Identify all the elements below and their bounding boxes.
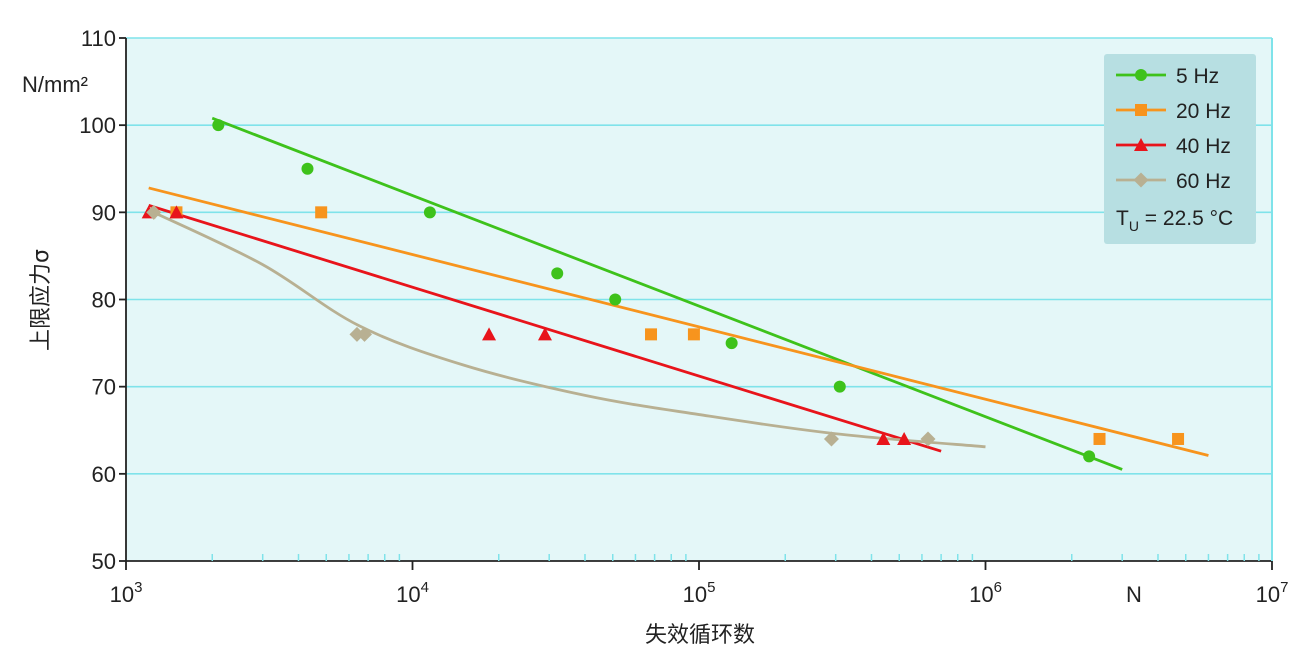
y-tick-label-110: 110 <box>81 26 116 51</box>
data-point-s0-p1 <box>301 162 314 175</box>
data-point-s0-p5 <box>725 337 738 350</box>
legend-box <box>1104 54 1256 244</box>
data-point-s0-p2 <box>423 206 436 219</box>
data-point-s0-p0 <box>212 119 225 132</box>
legend-marker-0 <box>1135 69 1147 81</box>
data-point-s2-p2 <box>482 327 497 341</box>
x-axis-unit: N <box>1126 582 1142 607</box>
data-point-s0-p4 <box>609 293 622 306</box>
legend-label-3: 60 Hz <box>1176 170 1231 193</box>
data-point-s1-p2 <box>645 328 658 341</box>
temperature-annotation: TU = 22.5 °C <box>1116 207 1233 234</box>
axes <box>119 37 1273 570</box>
legend-label-1: 20 Hz <box>1176 100 1231 123</box>
data-point-s2-p3 <box>537 327 552 341</box>
data-points <box>141 119 1185 463</box>
data-point-s3-p2 <box>357 326 373 342</box>
data-point-s3-p3 <box>823 431 839 447</box>
data-point-s2-p1 <box>169 205 184 219</box>
legend-marker-3 <box>1133 172 1149 188</box>
y-axis-title: 上限应力σ <box>29 249 54 351</box>
data-point-s0-p3 <box>551 267 564 280</box>
data-point-s0-p7 <box>1083 450 1096 463</box>
y-tick-label-100: 100 <box>79 113 116 138</box>
data-point-s3-p0 <box>146 204 162 220</box>
x-tick-label-3: 106 <box>969 579 1002 607</box>
y-tick-label-70: 70 <box>92 375 116 400</box>
legend-marker-2 <box>1134 138 1148 151</box>
data-point-s3-p4 <box>920 431 936 447</box>
fit-line-series-1 <box>148 186 1209 457</box>
data-point-s1-p5 <box>1172 432 1185 445</box>
data-point-s2-p5 <box>897 431 912 445</box>
legend-label-0: 5 Hz <box>1176 65 1219 88</box>
x-tick-label-2: 105 <box>683 579 716 607</box>
data-point-s1-p3 <box>687 328 700 341</box>
legend-label-2: 40 Hz <box>1176 135 1231 158</box>
x-tick-label-0: 103 <box>110 579 143 607</box>
tick-labels: 50 60 70 80 90 100 110 103 104 105 106 107 <box>79 26 1288 607</box>
fit-lines <box>148 116 1209 471</box>
data-point-s1-p1 <box>315 206 328 219</box>
y-axis-unit: N/mm² <box>22 72 88 97</box>
x-axis-title: 失效循环数 <box>645 623 755 648</box>
data-point-s1-p4 <box>1093 432 1106 445</box>
y-tick-label-80: 80 <box>92 288 116 313</box>
y-tick-label-60: 60 <box>92 462 116 487</box>
legend: 5 Hz 20 Hz 40 Hz 60 Hz TU = 22.5 °C <box>1104 54 1256 244</box>
x-tick-label-4: 107 <box>1256 579 1289 607</box>
y-tick-label-90: 90 <box>92 200 116 225</box>
data-point-s0-p6 <box>833 380 846 393</box>
y-tick-label-50: 50 <box>92 549 116 574</box>
x-tick-label-1: 104 <box>396 579 429 607</box>
fit-line-series-3 <box>153 211 986 449</box>
data-point-s2-p4 <box>876 431 891 445</box>
fit-line-series-0 <box>211 116 1123 471</box>
legend-marker-1 <box>1135 104 1147 116</box>
data-point-s3-p1 <box>349 326 365 342</box>
